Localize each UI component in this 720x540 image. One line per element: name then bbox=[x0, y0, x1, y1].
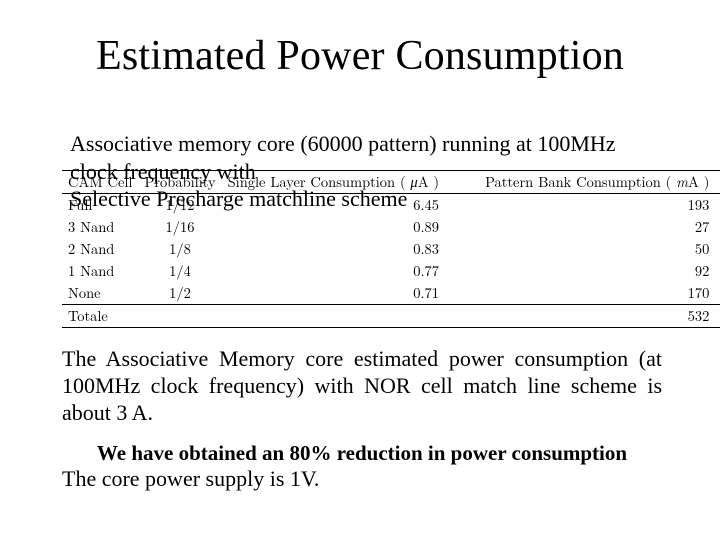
td-total-bank: 532 bbox=[479, 305, 720, 328]
intro-text: Associative memory core (60000 pattern) … bbox=[70, 130, 670, 213]
td-prob: 1/16 bbox=[138, 216, 221, 238]
td-cell: 2 Nand bbox=[62, 238, 138, 260]
td-empty bbox=[138, 305, 221, 328]
td-single: 0.89 bbox=[222, 216, 479, 238]
td-bank: 92 bbox=[479, 260, 720, 282]
td-bank: 170 bbox=[479, 282, 720, 305]
td-prob: 1/2 bbox=[138, 282, 221, 305]
slide-title: Estimated Power Consumption bbox=[0, 32, 720, 80]
td-total-label: Totale bbox=[62, 305, 138, 328]
intro-line-3: Selective Precharge matchline scheme bbox=[70, 185, 670, 213]
td-cell: 3 Nand bbox=[62, 216, 138, 238]
td-prob: 1/8 bbox=[138, 238, 221, 260]
slide: Estimated Power Consumption Associative … bbox=[0, 0, 720, 540]
table-row: 2 Nand 1/8 0.83 50 bbox=[62, 238, 720, 260]
intro-line-2: clock frequency with bbox=[70, 158, 670, 186]
td-cell: 1 Nand bbox=[62, 260, 138, 282]
td-bank: 50 bbox=[479, 238, 720, 260]
td-single: 0.71 bbox=[222, 282, 479, 305]
highlight-text: We have obtained an 80% reduction in pow… bbox=[62, 441, 662, 466]
table-row: 1 Nand 1/4 0.77 92 bbox=[62, 260, 720, 282]
paragraph-text: The Associative Memory core estimated po… bbox=[62, 346, 662, 426]
table-row: 3 Nand 1/16 0.89 27 bbox=[62, 216, 720, 238]
td-bank: 27 bbox=[479, 216, 720, 238]
intro-line-1: Associative memory core (60000 pattern) … bbox=[70, 131, 616, 156]
td-cell: None bbox=[62, 282, 138, 305]
table-total-row: Totale 532 bbox=[62, 305, 720, 328]
table-row: None 1/2 0.71 170 bbox=[62, 282, 720, 305]
supply-text: The core power supply is 1V. bbox=[62, 466, 662, 493]
td-single: 0.83 bbox=[222, 238, 479, 260]
td-empty bbox=[222, 305, 479, 328]
td-prob: 1/4 bbox=[138, 260, 221, 282]
td-single: 0.77 bbox=[222, 260, 479, 282]
